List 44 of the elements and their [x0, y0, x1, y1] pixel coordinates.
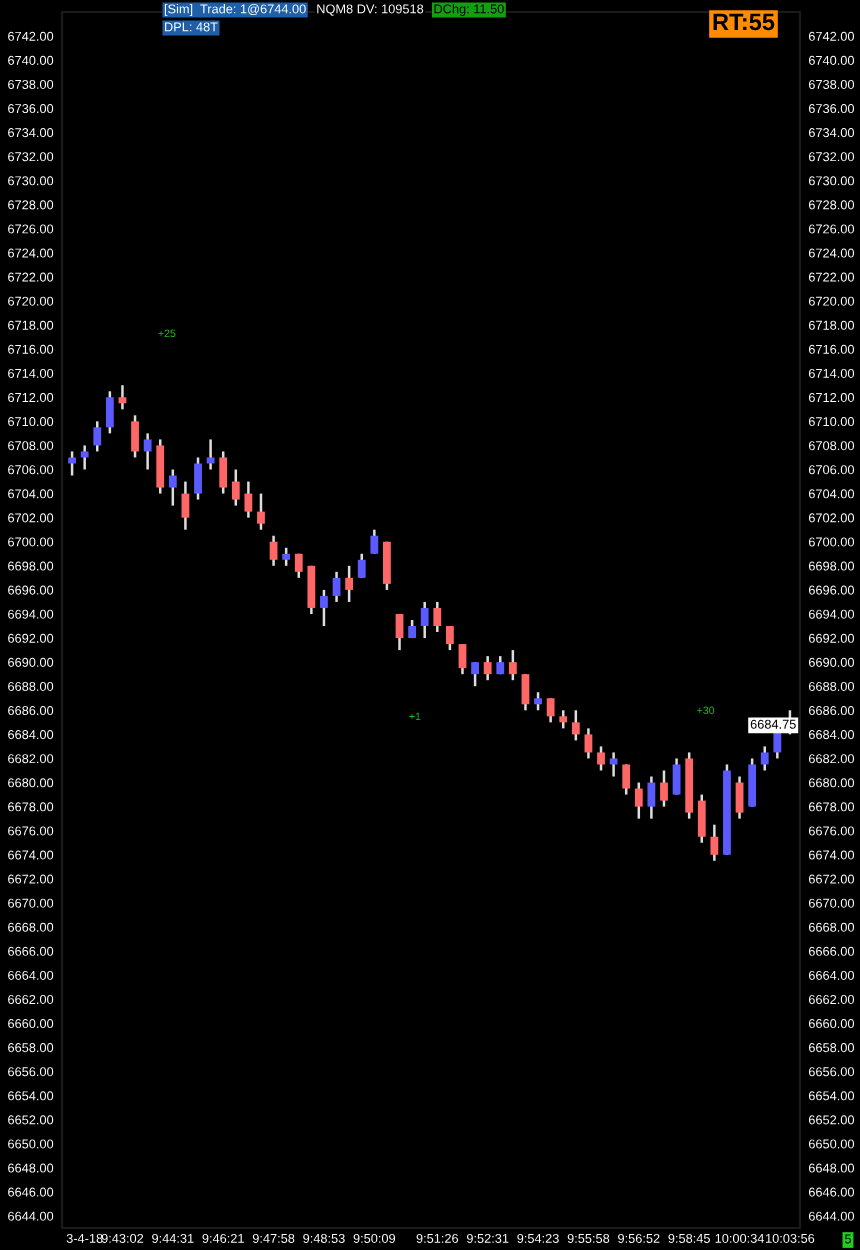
candlestick — [508, 648, 517, 682]
candlestick — [471, 660, 479, 688]
candlestick — [105, 390, 114, 435]
candlestick — [445, 624, 454, 652]
candlestick — [231, 468, 240, 507]
annotation: RT:55 — [713, 13, 775, 31]
candlestick — [420, 600, 429, 640]
candlestick — [282, 546, 291, 568]
candlestick — [168, 468, 177, 507]
candlestick — [634, 781, 643, 820]
candlestick — [546, 697, 555, 724]
candlestick — [483, 654, 492, 682]
candlestick — [320, 588, 328, 628]
candlestick — [294, 552, 303, 580]
candlestick — [534, 690, 542, 712]
candlestick — [68, 450, 76, 477]
candlestick — [760, 745, 769, 772]
candlestick — [647, 775, 656, 820]
candlestick — [143, 432, 152, 471]
candlestick — [748, 757, 757, 808]
candlestick — [710, 823, 719, 863]
candlestick — [345, 564, 354, 604]
candlestick — [622, 763, 631, 796]
candlestick — [571, 709, 580, 742]
candlestick — [131, 414, 139, 459]
candlestick — [433, 600, 442, 634]
candlestick — [597, 745, 605, 772]
candlestick — [672, 757, 681, 796]
candlestick — [80, 444, 89, 471]
candlestick — [357, 552, 366, 580]
candlestick — [660, 769, 668, 808]
candlestick — [257, 492, 265, 531]
candlestick — [156, 438, 165, 495]
candlestick — [93, 420, 102, 453]
candlestick — [383, 540, 391, 592]
candlestick — [559, 709, 568, 730]
candlestick — [370, 528, 379, 556]
candlestick — [194, 456, 202, 501]
candlestick — [609, 751, 618, 778]
candlestick — [244, 480, 253, 519]
candlestick — [697, 793, 706, 844]
candlestick — [307, 564, 316, 616]
candlestick — [206, 438, 215, 471]
candlestick — [219, 450, 228, 495]
